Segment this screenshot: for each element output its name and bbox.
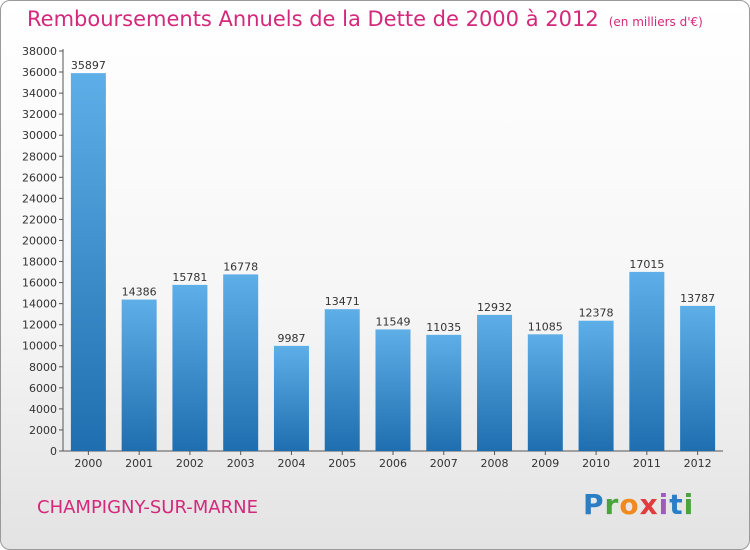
x-tick-label: 2009: [531, 457, 559, 470]
bar-2009: [527, 334, 563, 451]
bar-value-label: 35897: [71, 59, 106, 72]
proxiti-logo: Proxiti: [583, 488, 695, 521]
bar-value-label: 12932: [477, 301, 512, 314]
bar-2001: [121, 299, 157, 451]
bar-2003: [223, 274, 259, 451]
bar-value-label: 11549: [376, 315, 411, 328]
y-tick-label: 16000: [22, 277, 57, 290]
y-tick-label: 4000: [29, 403, 57, 416]
y-tick-label: 28000: [22, 150, 57, 163]
bar-2012: [680, 305, 716, 451]
y-tick-label: 12000: [22, 319, 57, 332]
bar-2011: [629, 271, 665, 451]
bar-2008: [477, 314, 513, 451]
bar-value-label: 16778: [223, 260, 258, 273]
bar-value-label: 11085: [528, 320, 563, 333]
bar-value-label: 13787: [680, 292, 715, 305]
bar-2006: [375, 329, 411, 451]
y-tick-label: 24000: [22, 192, 57, 205]
chart-title-text: Remboursements Annuels de la Dette de 20…: [27, 7, 599, 31]
bar-2004: [273, 345, 309, 451]
x-tick-label: 2000: [74, 457, 102, 470]
y-tick-label: 38000: [22, 45, 57, 58]
bar-value-label: 13471: [325, 295, 360, 308]
y-tick-label: 26000: [22, 171, 57, 184]
x-tick-label: 2004: [277, 457, 305, 470]
x-tick-label: 2008: [481, 457, 509, 470]
y-tick-label: 20000: [22, 234, 57, 247]
y-tick-label: 10000: [22, 340, 57, 353]
x-tick-label: 2005: [328, 457, 356, 470]
x-tick-label: 2006: [379, 457, 407, 470]
y-tick-label: 8000: [29, 361, 57, 374]
bar-2000: [70, 73, 106, 451]
bar-2005: [324, 309, 360, 451]
bar-value-label: 17015: [629, 258, 664, 271]
x-tick-label: 2001: [125, 457, 153, 470]
y-tick-label: 18000: [22, 256, 57, 269]
chart-title: Remboursements Annuels de la Dette de 20…: [27, 7, 703, 31]
bar-value-label: 14386: [122, 286, 157, 299]
bar-value-label: 9987: [277, 332, 305, 345]
bar-value-label: 12378: [579, 307, 614, 320]
y-tick-label: 14000: [22, 298, 57, 311]
bar-value-label: 15781: [172, 271, 207, 284]
chart-unit: (en milliers d'€): [608, 15, 703, 29]
bar-2002: [172, 284, 208, 451]
x-tick-label: 2011: [633, 457, 661, 470]
bar-2010: [578, 320, 614, 451]
bar-value-label: 11035: [426, 321, 461, 334]
x-tick-label: 2007: [430, 457, 458, 470]
y-tick-label: 2000: [29, 424, 57, 437]
x-tick-label: 2012: [684, 457, 712, 470]
bar-2007: [426, 334, 462, 451]
x-tick-label: 2002: [176, 457, 204, 470]
y-tick-label: 34000: [22, 87, 57, 100]
y-tick-label: 0: [50, 445, 57, 458]
x-tick-label: 2010: [582, 457, 610, 470]
y-tick-label: 22000: [22, 213, 57, 226]
y-tick-label: 30000: [22, 129, 57, 142]
y-tick-label: 36000: [22, 66, 57, 79]
x-tick-label: 2003: [227, 457, 255, 470]
y-tick-label: 6000: [29, 382, 57, 395]
y-tick-label: 32000: [22, 108, 57, 121]
city-name: CHAMPIGNY-SUR-MARNE: [37, 497, 258, 518]
